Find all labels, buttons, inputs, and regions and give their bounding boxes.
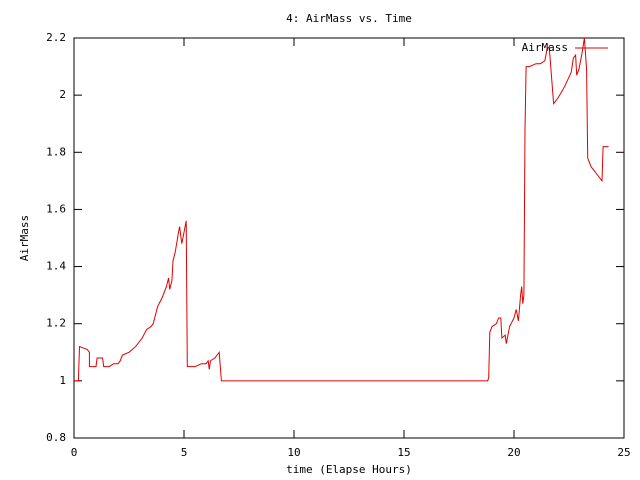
y-tick-label: 2.2 [46, 31, 66, 44]
plot-border [73, 37, 625, 439]
x-tick-label: 10 [287, 446, 300, 459]
x-tick-label: 5 [181, 446, 188, 459]
y-tick-label: 1.6 [46, 202, 66, 215]
y-tick-label: 1 [59, 374, 66, 387]
y-tick-label: 1.2 [46, 317, 66, 330]
y-tick-label: 1.4 [46, 260, 66, 273]
chart-title: 4: AirMass vs. Time [286, 12, 412, 25]
x-axis-label: time (Elapse Hours) [286, 463, 412, 476]
x-tick-label: 25 [617, 446, 630, 459]
legend-label: AirMass [522, 41, 568, 54]
y-tick-label: 2 [59, 88, 66, 101]
x-tick-label: 20 [507, 446, 520, 459]
y-tick-label: 0.8 [46, 431, 66, 444]
y-axis-label: AirMass [18, 215, 31, 261]
x-tick-label: 0 [71, 446, 78, 459]
y-tick-label: 1.8 [46, 145, 66, 158]
data-line [74, 37, 609, 382]
x-tick-label: 15 [397, 446, 410, 459]
